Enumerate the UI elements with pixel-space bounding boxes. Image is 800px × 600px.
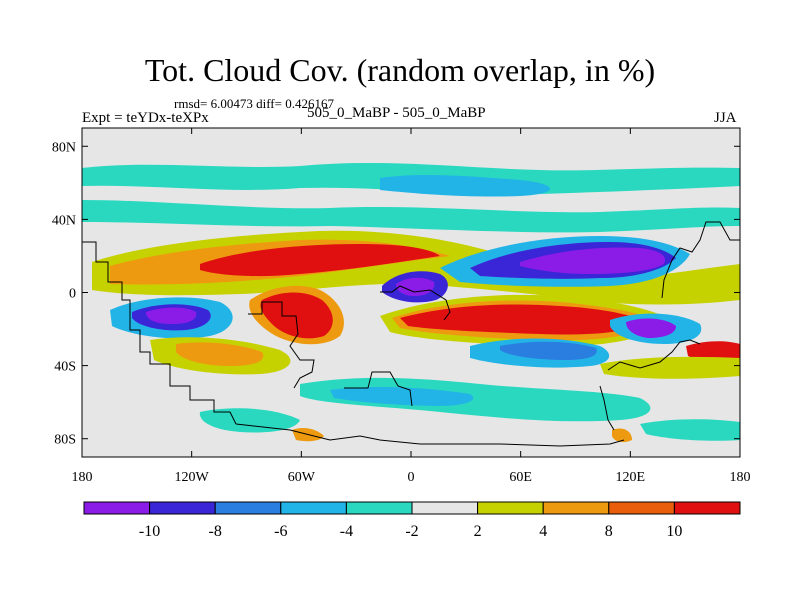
band-pos-south-red-east [686, 341, 740, 362]
coast-africa-south [344, 371, 413, 407]
region-pos-brazil-red [260, 292, 333, 339]
colorbar-swatch [345, 501, 413, 515]
x-tick-label: 60W [288, 470, 316, 485]
colorbar-label: -2 [405, 523, 418, 540]
chart-title: Tot. Cloud Cov. (random overlap, in %) [144, 52, 656, 88]
coast-australia [607, 339, 701, 371]
x-axis: 180 120W 60W 0 60E 120E 180 [72, 128, 751, 485]
stats-label: rmsd= 6.00473 diff= 0.426167 [174, 96, 334, 111]
y-tick-label: 40S [54, 360, 76, 375]
y-axis: 80N 40N 0 40S 80S [52, 140, 740, 448]
colorbar-swatch [542, 501, 610, 515]
y-tick-label: 40N [52, 213, 76, 228]
coastlines [82, 221, 740, 447]
colorbar-swatch [477, 501, 544, 515]
colorbar-swatch [214, 501, 282, 515]
colorbar-swatch [280, 501, 347, 515]
band-neg-south-4 [640, 419, 740, 441]
band-pos-eq-s-red [400, 304, 648, 335]
case-label: 505_0_MaBP - 505_0_MaBP [307, 105, 486, 121]
x-tick-label: 120W [175, 470, 210, 485]
colorbar-label: 10 [666, 523, 682, 540]
colorbar-label: 2 [474, 523, 482, 540]
colorbar-label: -10 [139, 523, 160, 540]
x-tick-label: 180 [730, 470, 751, 485]
colorbar: -10 -8 -6 -4 -2 2 4 8 10 [83, 501, 741, 540]
experiment-label: Expt = teYDx-teXPx [82, 110, 209, 126]
colorbar-label: 4 [539, 523, 547, 540]
coast-asia [661, 221, 740, 299]
x-tick-label: 0 [408, 470, 415, 485]
colorbar-label: -4 [340, 523, 353, 540]
x-tick-label: 120E [616, 470, 646, 485]
x-tick-label: 180 [72, 470, 93, 485]
colorbar-label: -6 [274, 523, 287, 540]
region-pos-antarctic-east [612, 428, 632, 443]
region-neg-africa-purple [396, 277, 435, 296]
coast-americas [82, 241, 237, 425]
y-tick-label: 0 [69, 287, 76, 302]
band-neg-north-blue [380, 174, 550, 197]
colorbar-swatch [411, 501, 479, 515]
colorbar-swatch [673, 501, 741, 515]
band-neg-south-2 [330, 387, 474, 406]
colorbar-swatch [608, 501, 675, 515]
coast-south-america [248, 301, 315, 389]
region-neg-aus-purple [626, 318, 676, 338]
coast-africa [380, 285, 451, 321]
region-neg-spac-purple [146, 307, 197, 324]
band-neg-north-2 [82, 200, 740, 233]
colorbar-swatch [83, 501, 151, 515]
season-label: JJA [714, 110, 737, 126]
y-tick-label: 80N [52, 140, 76, 155]
colorbar-swatch [149, 501, 216, 515]
x-tick-label: 60E [509, 470, 532, 485]
region-neg-indian-blue [500, 341, 597, 360]
region-neg-asia-purple [520, 247, 665, 274]
band-neg-south-3 [199, 408, 300, 433]
colorbar-label: -8 [209, 523, 222, 540]
colorbar-label: 8 [605, 523, 613, 540]
map-area [82, 128, 740, 457]
coast-east-africa [599, 385, 615, 431]
coast-antarctica [235, 423, 625, 447]
band-pos-south-yellow-east [600, 356, 740, 379]
y-tick-label: 80S [54, 433, 76, 448]
band-pos-trop-n-red [200, 244, 440, 277]
band-pos-south-orange [176, 342, 264, 366]
